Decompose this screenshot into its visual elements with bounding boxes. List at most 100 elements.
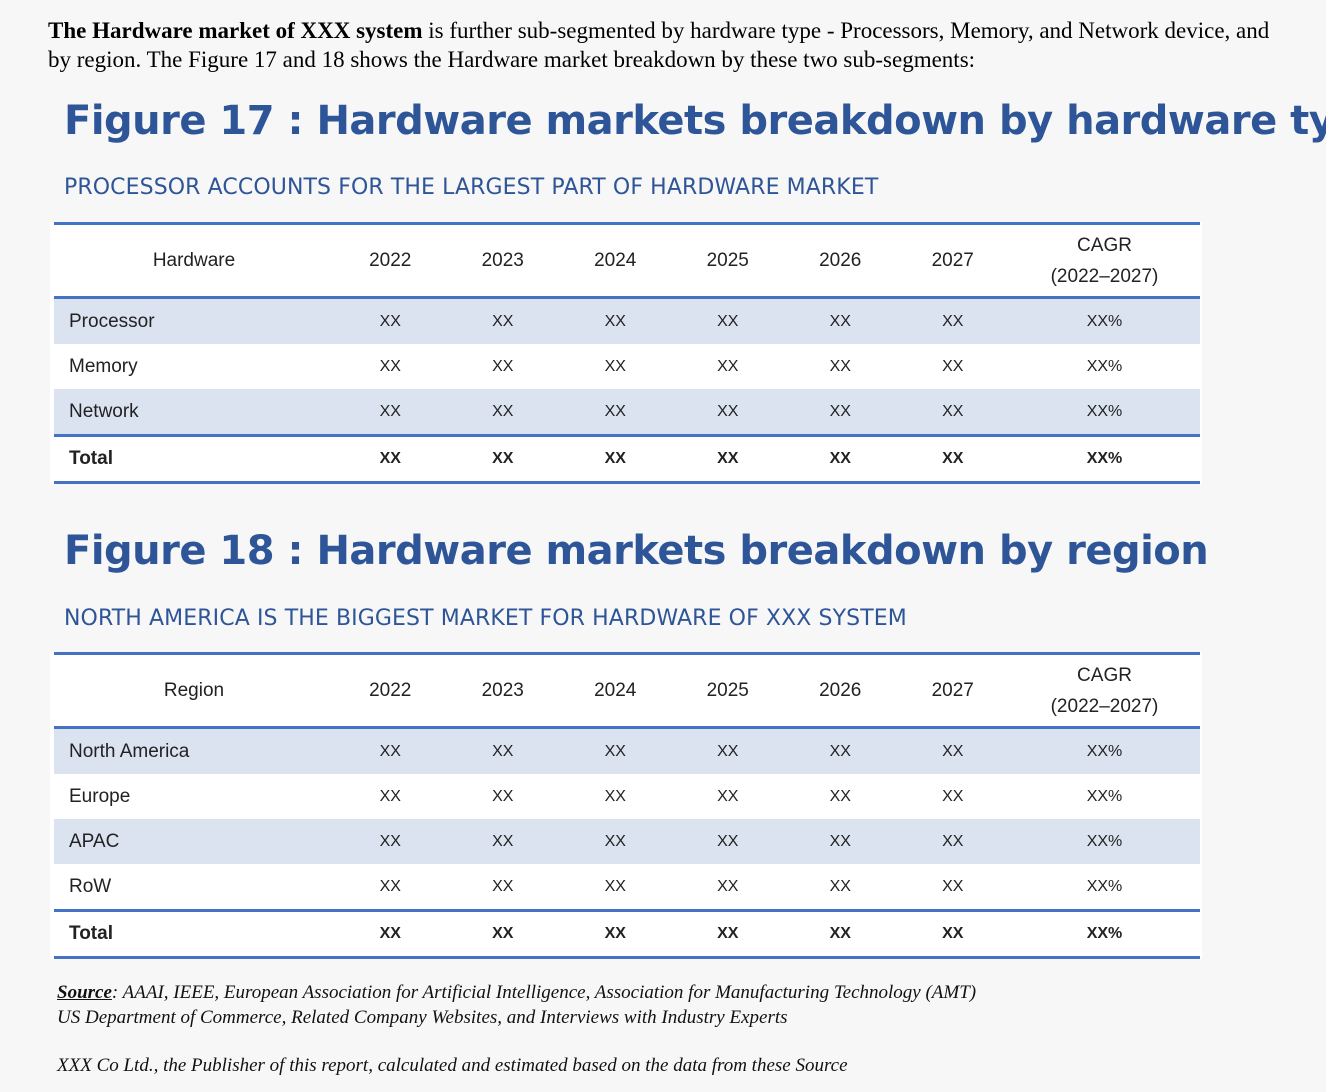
cell-value: XX xyxy=(604,832,626,850)
figure17-table-container: Hardware 2022 2023 2024 2025 2026 2027 C… xyxy=(50,222,1202,484)
cell-cagr: XX% xyxy=(1086,357,1123,375)
cell-total: XX xyxy=(942,450,964,467)
cell-value: XX xyxy=(717,787,739,805)
row-label: APAC xyxy=(69,830,120,852)
row-label: Memory xyxy=(69,355,138,377)
cell-value: XX xyxy=(492,787,514,805)
cell-value: XX xyxy=(604,357,626,375)
cell-value: XX xyxy=(717,357,739,375)
row-label: Europe xyxy=(69,785,131,807)
cell-value: XX xyxy=(604,402,626,420)
header-2027: 2027 xyxy=(931,250,974,271)
cell-value: XX xyxy=(492,877,514,895)
cell-total: XX xyxy=(492,450,514,467)
cell-total: XX xyxy=(604,450,626,467)
cell-value: XX xyxy=(829,312,851,330)
row-label: Network xyxy=(69,400,139,422)
table-row: RoW XX XX XX XX XX XX XX% xyxy=(54,864,1200,911)
figure17-subtitle: PROCESSOR ACCOUNTS FOR THE LARGEST PART … xyxy=(64,175,879,200)
header-region: Region xyxy=(163,680,225,701)
cell-value: XX xyxy=(942,877,964,895)
cell-total: XX xyxy=(942,925,964,942)
figure17-table: Hardware 2022 2023 2024 2025 2026 2027 C… xyxy=(54,222,1200,484)
cell-cagr: XX% xyxy=(1086,877,1123,895)
cell-value: XX xyxy=(492,742,514,760)
header-cagr: CAGR (2022–2027) xyxy=(1009,654,1200,728)
cell-value: XX xyxy=(829,742,851,760)
header-2027: 2027 xyxy=(931,680,974,701)
source-note: Source: AAAI, IEEE, European Association… xyxy=(57,980,976,1030)
cell-value: XX xyxy=(379,312,401,330)
figure17-title: Figure 17 : Hardware markets breakdown b… xyxy=(64,98,1326,144)
table-header-row: Hardware 2022 2023 2024 2025 2026 2027 C… xyxy=(54,223,1200,298)
cell-total: XX xyxy=(492,925,514,942)
source-line1: : AAAI, IEEE, European Association for A… xyxy=(111,982,977,1003)
cell-value: XX xyxy=(379,787,401,805)
table-row: North America XX XX XX XX XX XX XX% xyxy=(54,727,1200,774)
cell-value: XX xyxy=(942,742,964,760)
intro-paragraph: The Hardware market of XXX system is fur… xyxy=(48,16,1288,74)
table-header-row: Region 2022 2023 2024 2025 2026 2027 CAG… xyxy=(54,653,1200,728)
header-2022: 2022 xyxy=(369,250,412,271)
cell-total: XX xyxy=(717,450,739,467)
cell-value: XX xyxy=(604,742,626,760)
header-2022: 2022 xyxy=(369,680,412,701)
header-2026: 2026 xyxy=(819,250,862,271)
header-2024: 2024 xyxy=(594,680,637,701)
cell-value: XX xyxy=(717,877,739,895)
cell-cagr: XX% xyxy=(1086,312,1123,330)
cell-value: XX xyxy=(829,402,851,420)
cell-total: XX xyxy=(829,450,851,467)
figure18-table: Region 2022 2023 2024 2025 2026 2027 CAG… xyxy=(54,652,1200,959)
header-2025: 2025 xyxy=(706,680,749,701)
cell-total: XX xyxy=(604,925,626,942)
cell-total: XX xyxy=(717,925,739,942)
cell-cagr: XX% xyxy=(1086,832,1123,850)
cell-total: XX xyxy=(379,925,401,942)
cell-value: XX xyxy=(379,742,401,760)
cell-total: XX xyxy=(379,450,401,467)
cell-value: XX xyxy=(379,832,401,850)
cell-value: XX xyxy=(604,312,626,330)
cell-value: XX xyxy=(717,742,739,760)
table-row: APAC XX XX XX XX XX XX XX% xyxy=(54,819,1200,864)
cell-value: XX xyxy=(492,312,514,330)
cell-value: XX xyxy=(942,402,964,420)
total-label: Total xyxy=(69,923,113,944)
header-hardware: Hardware xyxy=(152,250,236,271)
cell-value: XX xyxy=(604,877,626,895)
header-2023: 2023 xyxy=(481,680,524,701)
table-row: Europe XX XX XX XX XX XX XX% xyxy=(54,774,1200,819)
table-row: Memory XX XX XX XX XX XX XX% xyxy=(54,344,1200,389)
table-row: Network XX XX XX XX XX XX XX% xyxy=(54,389,1200,436)
cell-value: XX xyxy=(717,832,739,850)
cell-value: XX xyxy=(604,787,626,805)
header-cagr-line2: (2022–2027) xyxy=(1050,695,1159,717)
header-cagr-line1: CAGR xyxy=(1077,664,1132,686)
header-cagr: CAGR (2022–2027) xyxy=(1009,224,1200,298)
row-label: North America xyxy=(69,740,190,762)
cell-value: XX xyxy=(942,832,964,850)
cell-value: XX xyxy=(379,877,401,895)
cell-value: XX xyxy=(492,832,514,850)
cell-value: XX xyxy=(829,877,851,895)
table-row: Processor XX XX XX XX XX XX XX% xyxy=(54,297,1200,344)
row-label: Processor xyxy=(69,310,155,332)
cell-value: XX xyxy=(942,357,964,375)
cell-total-cagr: XX% xyxy=(1086,925,1123,942)
cell-cagr: XX% xyxy=(1086,787,1123,805)
header-2025: 2025 xyxy=(706,250,749,271)
cell-value: XX xyxy=(717,312,739,330)
table-total-row: Total XX XX XX XX XX XX XX% xyxy=(54,910,1200,958)
figure18-subtitle: NORTH AMERICA IS THE BIGGEST MARKET FOR … xyxy=(64,606,907,631)
cell-cagr: XX% xyxy=(1086,402,1123,420)
cell-value: XX xyxy=(829,787,851,805)
header-cagr-line2: (2022–2027) xyxy=(1050,265,1159,287)
header-2023: 2023 xyxy=(481,250,524,271)
intro-text: is further sub-segmented by hardware typ… xyxy=(48,18,1270,72)
source-line2: US Department of Commerce, Related Compa… xyxy=(57,1007,788,1028)
cell-value: XX xyxy=(492,402,514,420)
header-2026: 2026 xyxy=(819,680,862,701)
header-cagr-line1: CAGR xyxy=(1077,234,1132,256)
publisher-note: XXX Co Ltd., the Publisher of this repor… xyxy=(57,1055,848,1076)
